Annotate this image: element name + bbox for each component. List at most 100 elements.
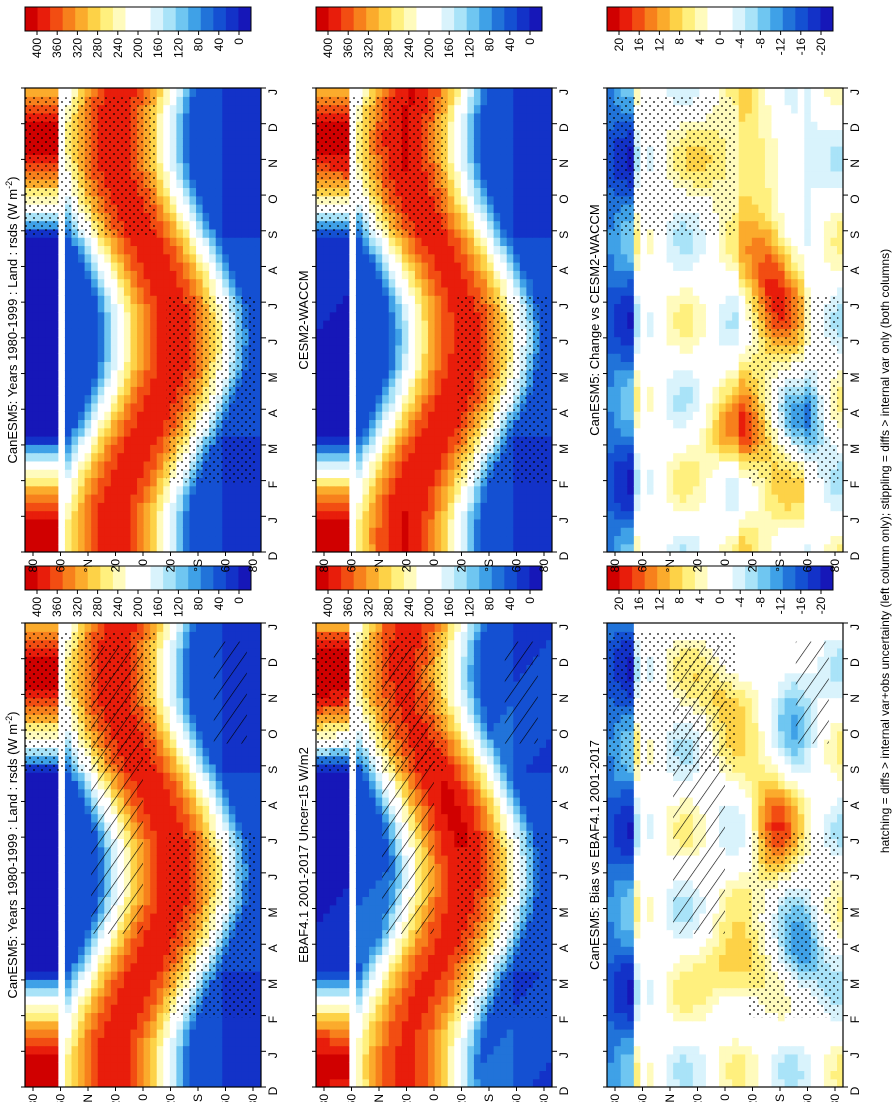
x-tick-label: M [266,373,280,383]
field-cell [202,705,210,715]
field-cell [136,295,144,305]
field-cell [188,681,197,690]
field-cell [84,436,92,445]
field-cell [110,502,118,512]
field-cell [64,987,72,997]
field-cell [156,1037,164,1047]
field-cell [90,971,98,980]
x-tick-label: J [266,624,280,630]
field-cell [116,369,124,379]
field-cell [84,427,92,437]
field-cell [234,527,242,537]
field-cell [215,170,223,180]
field-cell [247,797,256,806]
field-cell [123,328,131,338]
field-cell [473,1053,481,1063]
field-cell [434,1062,442,1072]
field-cell [394,979,402,989]
field-cell [247,664,256,674]
field-cell [97,962,105,972]
field-cell [208,527,216,537]
field-cell [51,623,59,632]
field-cell [175,518,183,528]
field-cell [221,262,229,271]
field-cell [473,1062,481,1072]
field-cell [420,1062,429,1072]
field-cell [103,369,111,379]
field-cell [25,772,33,782]
field-cell [70,813,79,823]
field-cell [84,805,92,815]
field-cell [123,494,131,503]
field-cell [254,502,261,512]
y-tick-label: °N [81,1094,95,1102]
field-cell [525,1062,533,1072]
field-cell [44,237,52,247]
field-cell [31,1004,39,1014]
field-cell [215,747,223,757]
y-tick-label: 20 [109,1094,123,1102]
x-tick-label: F [266,1016,280,1023]
field-cell [162,295,170,305]
field-cell [31,278,39,288]
field-cell [215,510,223,520]
field-cell [335,1053,343,1063]
field-cell [202,88,210,97]
field-cell [368,921,376,931]
field-cell [447,971,455,980]
field-cell [221,502,229,512]
field-cell [31,402,39,412]
field-cell [241,270,249,280]
field-cell [156,112,164,122]
field-cell [329,1029,337,1038]
field-cell [25,1037,33,1047]
field-cell [375,954,383,964]
field-cell [70,510,79,520]
field-cell [195,755,203,765]
field-cell [375,1029,383,1038]
field-cell [175,647,183,657]
field-cell [440,979,448,989]
field-cell [70,270,79,280]
field-cell [123,987,131,997]
field-cell [182,705,190,715]
field-cell [493,1045,501,1055]
field-cell [188,631,197,641]
field-cell [241,747,249,757]
field-cell [51,353,59,363]
field-cell [25,286,33,296]
field-cell [149,336,157,346]
field-cell [110,295,118,305]
field-cell [143,797,151,806]
field-cell [77,494,85,503]
field-cell [440,1012,448,1022]
field-cell [247,714,256,724]
field-cell [44,436,52,445]
field-cell [175,664,183,674]
field-cell [254,262,261,271]
field-cell [215,187,223,197]
field-cell [182,543,190,552]
field-cell [215,278,223,288]
field-cell [162,1029,170,1038]
field-cell [38,937,46,947]
field-cell [202,722,210,732]
field-cell [361,987,370,997]
field-cell [195,270,203,280]
field-cell [208,647,216,657]
field-cell [84,444,92,454]
field-cell [208,502,216,512]
colorbar-swatch [112,566,126,590]
field-cell [156,204,164,213]
field-cell [77,311,85,321]
field-cell [254,477,261,487]
field-cell [70,295,79,305]
field-cell [228,1037,236,1047]
field-cell [355,929,363,939]
field-cell [123,369,131,379]
field-cell [361,937,370,947]
field-cell [44,1029,52,1038]
field-cell [247,510,256,520]
field-cell [532,1070,540,1080]
field-cell [57,378,65,387]
